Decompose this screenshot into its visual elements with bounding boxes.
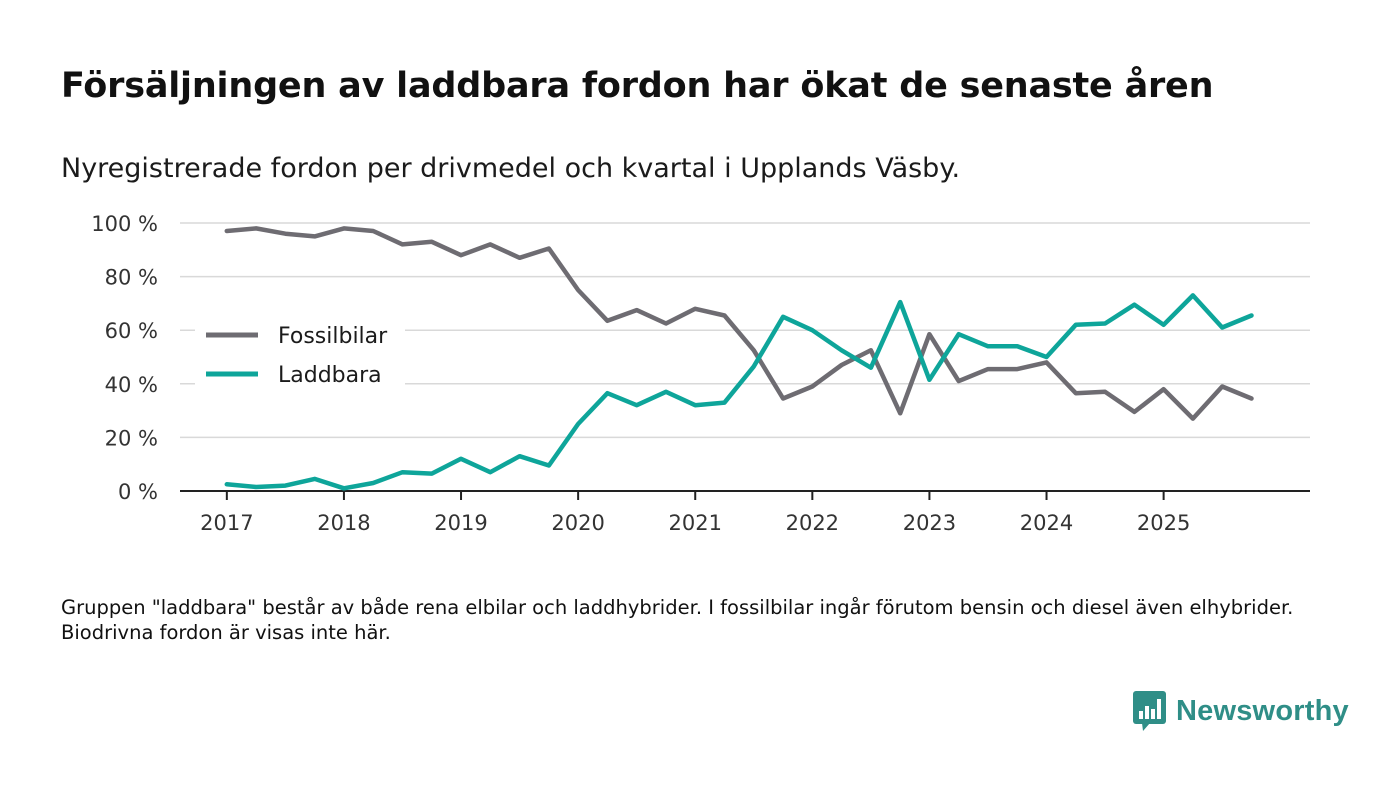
y-tick-label: 20 % <box>105 426 158 450</box>
x-tick-label: 2024 <box>1020 511 1073 535</box>
gridlines <box>180 222 1310 439</box>
x-tick-label: 2023 <box>903 511 956 535</box>
x-tick-label: 2019 <box>434 511 487 535</box>
y-tick-label: 80 % <box>105 266 158 290</box>
brand-name: Newsworthy <box>1176 694 1349 727</box>
x-tick-label: 2022 <box>786 511 839 535</box>
series-line-fossilbilar <box>224 226 1254 421</box>
x-tick-label: 2018 <box>317 511 370 535</box>
brand-logo: Newsworthy <box>1133 691 1349 731</box>
legend-background <box>195 309 405 393</box>
x-tick-label: 2020 <box>551 511 604 535</box>
x-tick-label: 2025 <box>1137 511 1190 535</box>
legend-label-fossilbilar: Fossilbilar <box>278 324 388 349</box>
y-tick-label: 40 % <box>105 373 158 397</box>
y-tick-label: 0 % <box>118 480 158 504</box>
y-tick-label: 60 % <box>105 319 158 343</box>
x-tick-label: 2021 <box>669 511 722 535</box>
newsworthy-logo-icon <box>1133 691 1166 731</box>
legend-label-laddbara: Laddbara <box>278 363 382 388</box>
series-line-laddbara <box>224 293 1254 491</box>
chart-subtitle: Nyregistrerade fordon per drivmedel och … <box>61 153 961 184</box>
x-tick-label: 2017 <box>200 511 253 535</box>
chart-title: Försäljningen av laddbara fordon har öka… <box>61 66 1214 106</box>
legend: Fossilbilar Laddbara <box>195 309 405 393</box>
axes: 0 % 20 % 40 % 60 % 80 % 100 % 2017 2018 2019 2020… <box>91 212 1310 535</box>
footnote: Gruppen "laddbara" består av både rena e… <box>61 596 1294 644</box>
series <box>224 226 1254 491</box>
y-tick-label: 100 % <box>91 212 158 236</box>
